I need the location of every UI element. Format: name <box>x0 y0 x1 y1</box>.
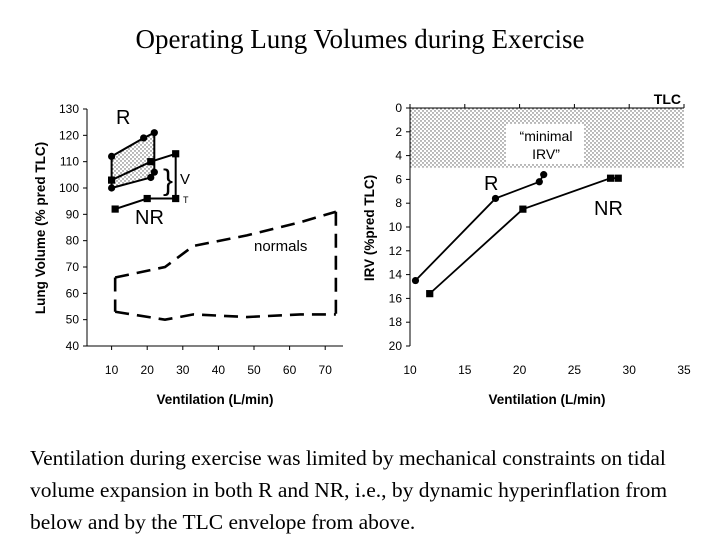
right-y-ticks: 0 2 4 6 8 10 12 14 16 18 20 <box>389 101 410 353</box>
left-y-tick-label: 110 <box>60 155 79 169</box>
right-y-tick-label: 6 <box>395 172 402 186</box>
normals-eelv-line <box>114 310 336 321</box>
left-x-tick-label: 20 <box>141 363 155 377</box>
vt-brace: } <box>163 164 173 197</box>
right-y-tick-label: 0 <box>395 101 402 115</box>
right-y-tick-label: 4 <box>395 149 402 163</box>
irv-nr-line <box>429 177 619 295</box>
minimal-irv-label-line2: IRV” <box>532 146 560 162</box>
left-y-tick-label: 50 <box>66 313 80 327</box>
left-x-tick-label: 50 <box>247 363 261 377</box>
left-x-axis-title: Ventilation (L/min) <box>157 392 274 407</box>
vt-label-subscript: T <box>183 195 189 205</box>
slide-title: Operating Lung Volumes during Exercise <box>135 24 585 54</box>
right-y-tick-label: 18 <box>389 315 403 329</box>
irv-r-point <box>411 276 420 285</box>
right-y-tick-label: 8 <box>395 196 402 210</box>
right-label-R: R <box>484 173 498 195</box>
tlc-label: TLC <box>654 91 681 107</box>
r-eelv-point <box>147 173 155 182</box>
left-y-tick-label: 40 <box>66 339 80 353</box>
left-label-normals: normals <box>254 238 307 255</box>
left-y-tick-label: 130 <box>59 102 79 116</box>
nr-eilv-point <box>147 158 155 166</box>
left-x-tick-label: 30 <box>176 363 190 377</box>
nr-eelv-point <box>143 194 151 203</box>
left-y-tick-label: 90 <box>66 207 80 221</box>
vt-label: V <box>180 171 190 188</box>
slide-caption: Ventilation during exercise was limited … <box>30 446 668 534</box>
right-x-tick-label: 25 <box>568 363 582 377</box>
right-x-tick-label: 30 <box>623 363 637 377</box>
left-y-tick-label: 60 <box>66 286 80 300</box>
left-x-tick-label: 70 <box>319 363 333 377</box>
right-y-tick-label: 2 <box>395 125 402 139</box>
left-label-NR: NR <box>135 207 164 229</box>
right-x-ticks: 10 15 20 25 30 35 <box>403 104 691 377</box>
right-y-tick-label: 14 <box>389 268 403 282</box>
irv-r-line <box>414 174 545 282</box>
nr-eelv-point <box>111 205 119 213</box>
normals-eilv-line <box>114 210 337 279</box>
r-eilv-point <box>150 129 158 137</box>
irv-r-point <box>540 171 548 179</box>
right-y-tick-label: 10 <box>389 220 403 234</box>
right-y-axis-title: IRV (%pred TLC) <box>362 175 377 281</box>
left-x-tick-label: 10 <box>105 363 119 377</box>
left-y-tick-label: 80 <box>66 234 80 248</box>
right-y-tick-label: 16 <box>389 291 403 305</box>
right-x-tick-label: 20 <box>513 363 527 377</box>
r-eilv-point <box>140 134 148 142</box>
minimal-irv-label-line1: “minimal <box>520 128 573 144</box>
left-y-ticks: 40 50 60 70 80 90 100 110 120 130 <box>59 102 87 353</box>
minimal-irv-label-bg <box>506 124 584 164</box>
irv-r-point <box>535 178 543 186</box>
right-y-tick-label: 20 <box>389 339 403 353</box>
left-y-tick-label: 70 <box>66 260 80 274</box>
left-label-R: R <box>116 107 130 129</box>
irv-nr-point <box>519 205 527 213</box>
right-x-axis-title: Ventilation (L/min) <box>489 392 606 407</box>
right-label-NR: NR <box>594 198 623 220</box>
right-x-tick-label: 10 <box>403 363 417 377</box>
right-series-layer <box>411 171 622 298</box>
left-y-axis-title: Lung Volume (% pred TLC) <box>33 142 48 314</box>
nr-operating-region <box>111 153 176 210</box>
right-x-tick-label: 35 <box>677 363 691 377</box>
left-series-layer <box>108 129 338 321</box>
left-x-tick-label: 40 <box>212 363 226 377</box>
irv-nr-point <box>606 174 615 182</box>
irv-r-point <box>491 194 500 203</box>
left-x-tick-label: 60 <box>283 363 297 377</box>
irv-nr-point <box>426 290 434 298</box>
left-y-tick-label: 120 <box>59 128 79 142</box>
irv-nr-point <box>614 174 622 182</box>
right-x-tick-label: 15 <box>458 363 472 377</box>
irv-chart: “minimal IRV” 0 2 4 6 8 10 12 14 16 18 20 10 15 20 25… <box>362 91 691 407</box>
left-y-tick-label: 100 <box>59 181 79 195</box>
left-x-ticks: 10 20 30 40 50 60 70 <box>105 346 332 377</box>
right-y-tick-label: 12 <box>389 244 403 258</box>
